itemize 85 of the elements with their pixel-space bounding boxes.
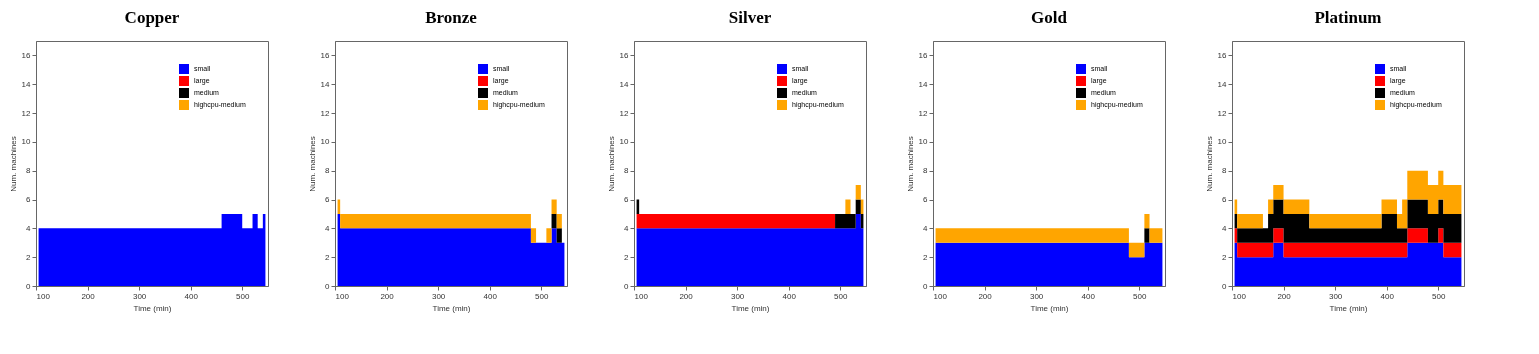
x-tick-label: 300 (1029, 291, 1044, 301)
x-tick-label: 300 (1328, 291, 1343, 301)
y-tick-label: 16 (1217, 50, 1228, 60)
x-axis-title: Time (min) (731, 303, 770, 313)
y-tick-label: 12 (1217, 108, 1228, 118)
y-tick-label: 2 (923, 252, 929, 262)
chart-title: Bronze (425, 8, 478, 27)
y-tick-label: 6 (923, 195, 929, 205)
y-tick-label: 2 (325, 252, 331, 262)
x-tick-label: 400 (1380, 291, 1395, 301)
y-tick-label: 0 (26, 281, 32, 291)
y-axis-title: Num. machines (606, 136, 616, 192)
x-tick-label: 500 (1133, 291, 1147, 301)
y-tick-label: 12 (320, 108, 331, 118)
y-tick-label: 8 (325, 166, 331, 176)
y-tick-label: 10 (21, 137, 32, 147)
x-tick-label: 300 (132, 291, 147, 301)
x-axis-title: Time (min) (1030, 303, 1069, 313)
y-tick-label: 12 (21, 108, 32, 118)
x-tick-label: 400 (184, 291, 199, 301)
y-tick-label: 10 (1217, 137, 1228, 147)
x-tick-label: 200 (1277, 291, 1292, 301)
x-tick-label: 500 (535, 291, 549, 301)
x-tick-label: 400 (483, 291, 498, 301)
y-tick-label: 4 (1222, 223, 1228, 233)
x-tick-label: 400 (782, 291, 797, 301)
x-tick-label: 100 (335, 291, 350, 301)
x-tick-label: 200 (380, 291, 395, 301)
x-tick-label: 500 (236, 291, 250, 301)
y-tick-label: 6 (325, 195, 331, 205)
y-tick-label: 6 (26, 195, 32, 205)
y-tick-label: 12 (918, 108, 929, 118)
y-tick-label: 14 (918, 79, 929, 89)
y-tick-label: 8 (1222, 166, 1228, 176)
y-tick-label: 2 (624, 252, 630, 262)
y-tick-label: 14 (320, 79, 331, 89)
y-tick-label: 8 (923, 166, 929, 176)
x-tick-label: 100 (36, 291, 51, 301)
x-tick-label: 100 (933, 291, 948, 301)
y-axis-title: Num. machines (8, 136, 18, 192)
x-tick-label: 200 (679, 291, 694, 301)
y-tick-label: 0 (624, 281, 630, 291)
y-tick-label: 4 (624, 223, 630, 233)
y-axis-title: Num. machines (1204, 136, 1214, 192)
x-axis-title: Time (min) (133, 303, 172, 313)
y-tick-label: 16 (918, 50, 929, 60)
x-tick-label: 200 (978, 291, 993, 301)
x-tick-label: 400 (1081, 291, 1096, 301)
y-tick-label: 16 (619, 50, 630, 60)
y-tick-label: 12 (619, 108, 630, 118)
y-tick-label: 10 (320, 137, 331, 147)
y-tick-label: 0 (923, 281, 929, 291)
x-tick-label: 100 (634, 291, 649, 301)
y-tick-label: 0 (1222, 281, 1228, 291)
y-tick-label: 10 (918, 137, 929, 147)
y-tick-label: 14 (1217, 79, 1228, 89)
y-tick-label: 16 (320, 50, 331, 60)
y-axis-title: Num. machines (905, 136, 915, 192)
chart-title: Platinum (1314, 8, 1382, 27)
x-tick-label: 500 (834, 291, 848, 301)
chart-title: Copper (124, 8, 180, 27)
chart-title: Gold (1031, 8, 1068, 27)
x-tick-label: 200 (81, 291, 96, 301)
y-tick-label: 8 (624, 166, 630, 176)
y-axis-title: Num. machines (307, 136, 317, 192)
y-tick-label: 6 (624, 195, 630, 205)
y-tick-label: 14 (619, 79, 630, 89)
y-tick-label: 8 (26, 166, 32, 176)
y-tick-label: 10 (619, 137, 630, 147)
y-tick-label: 2 (26, 252, 32, 262)
x-axis-title: Time (min) (1329, 303, 1368, 313)
y-tick-label: 14 (21, 79, 32, 89)
x-tick-label: 100 (1232, 291, 1247, 301)
x-axis-title: Time (min) (432, 303, 471, 313)
y-tick-label: 6 (1222, 195, 1228, 205)
x-tick-label: 500 (1432, 291, 1446, 301)
chart-title: Silver (728, 8, 772, 27)
x-tick-label: 300 (730, 291, 745, 301)
y-tick-label: 4 (26, 223, 32, 233)
y-tick-label: 0 (325, 281, 331, 291)
x-tick-label: 300 (431, 291, 446, 301)
y-tick-label: 4 (923, 223, 929, 233)
y-tick-label: 4 (325, 223, 331, 233)
y-tick-label: 16 (21, 50, 32, 60)
y-tick-label: 2 (1222, 252, 1228, 262)
